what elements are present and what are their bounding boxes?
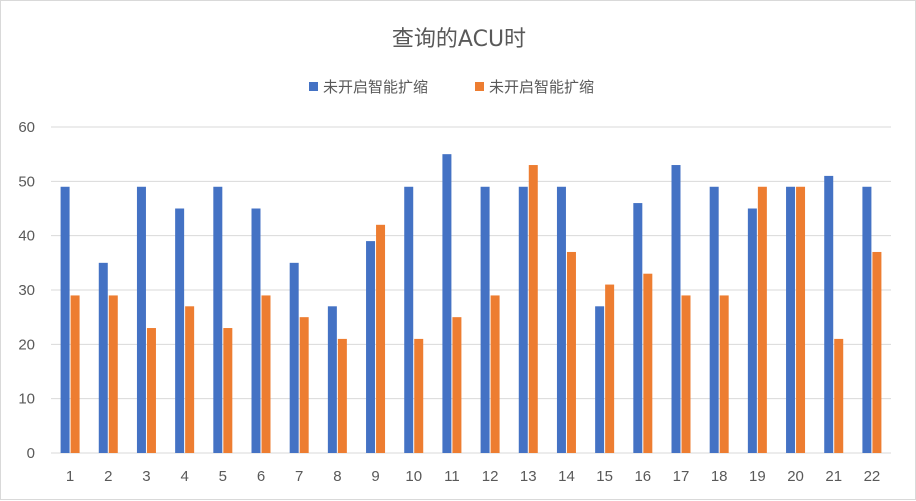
y-tick-label: 20 (18, 336, 35, 353)
legend: 未开启智能扩缩 未开启智能扩缩 (309, 78, 594, 96)
x-tick-label: 4 (180, 468, 188, 485)
bar-series-2-cat-7 (299, 317, 309, 453)
legend-swatch-series-2 (475, 82, 484, 91)
bar-series-2-cat-18 (719, 295, 729, 453)
x-tick-label: 3 (142, 468, 150, 485)
bar-series-1-cat-15 (595, 306, 605, 453)
bar-series-1-cat-22 (862, 186, 872, 453)
bar-series-1-cat-2 (98, 262, 108, 453)
x-tick-label: 13 (520, 468, 537, 485)
bar-series-2-cat-12 (490, 295, 500, 453)
bar-series-2-cat-22 (872, 251, 882, 453)
y-tick-label: 0 (27, 445, 35, 462)
bar-series-1-cat-18 (709, 186, 719, 453)
x-tick-label: 21 (825, 468, 842, 485)
bar-series-2-cat-17 (681, 295, 691, 453)
x-tick-label: 16 (634, 468, 651, 485)
bar-series-1-cat-3 (136, 186, 146, 453)
x-tick-label: 5 (219, 468, 227, 485)
bar-series-1-cat-6 (251, 208, 261, 453)
y-tick-label: 40 (18, 228, 35, 245)
bar-series-1-cat-13 (518, 186, 528, 453)
x-tick-label: 19 (749, 468, 766, 485)
bar-series-2-cat-20 (796, 186, 806, 453)
bar-series-1-cat-8 (327, 306, 337, 453)
bar-series-1-cat-20 (786, 186, 796, 453)
x-tick-label: 1 (66, 468, 74, 485)
bar-series-2-cat-6 (261, 295, 271, 453)
bar-series-1-cat-11 (442, 154, 452, 453)
bar-series-1-cat-9 (366, 241, 376, 453)
x-tick-label: 7 (295, 468, 303, 485)
bar-series-1-cat-12 (480, 186, 490, 453)
x-tick-label: 15 (596, 468, 613, 485)
bar-series-1-cat-21 (824, 175, 834, 453)
bar-series-2-cat-19 (757, 186, 767, 453)
legend-swatch-series-1 (309, 82, 318, 91)
x-axis-ticks: 1 2 3 4 5 6 7 8 9 10 11 12 13 14 15 16 17 18 19 20 21 22 (66, 468, 880, 485)
bar-series-2-cat-13 (528, 165, 538, 454)
y-tick-label: 50 (18, 173, 35, 190)
bar-series-2-cat-2 (108, 295, 118, 453)
bar-series-2-cat-16 (643, 273, 653, 453)
bar-series-1-cat-16 (633, 203, 643, 453)
bar-series-2-cat-15 (605, 284, 615, 453)
x-tick-label: 14 (558, 468, 575, 485)
bars (60, 154, 882, 454)
bar-series-2-cat-3 (146, 328, 156, 453)
bar-series-1-cat-19 (747, 208, 757, 453)
x-tick-label: 10 (405, 468, 422, 485)
bar-series-1-cat-7 (289, 262, 299, 453)
y-axis-ticks: 0 10 20 30 40 50 60 (18, 119, 35, 462)
bar-series-1-cat-17 (671, 165, 681, 454)
y-tick-label: 60 (18, 119, 35, 136)
bar-series-2-cat-21 (834, 338, 844, 453)
x-tick-label: 20 (787, 468, 804, 485)
legend-label-series-1: 未开启智能扩缩 (323, 78, 428, 96)
bar-series-2-cat-14 (566, 251, 576, 453)
bar-series-2-cat-8 (337, 338, 347, 453)
x-tick-label: 8 (333, 468, 341, 485)
bar-series-2-cat-10 (414, 338, 424, 453)
bar-series-2-cat-11 (452, 317, 462, 453)
x-tick-label: 6 (257, 468, 265, 485)
y-tick-label: 30 (18, 282, 35, 299)
bar-series-1-cat-10 (404, 186, 414, 453)
x-tick-label: 22 (864, 468, 881, 485)
bar-series-1-cat-4 (175, 208, 185, 453)
y-tick-label: 10 (18, 391, 35, 408)
bar-series-2-cat-5 (223, 328, 233, 453)
x-tick-label: 17 (673, 468, 690, 485)
bar-series-2-cat-1 (70, 295, 80, 453)
chart-title: 查询的ACU时 (392, 27, 526, 52)
bar-series-2-cat-4 (185, 306, 195, 453)
bar-series-2-cat-9 (376, 224, 386, 453)
x-tick-label: 18 (711, 468, 728, 485)
legend-label-series-2: 未开启智能扩缩 (489, 78, 594, 96)
bar-series-1-cat-1 (60, 186, 70, 453)
x-tick-label: 12 (482, 468, 499, 485)
bar-series-1-cat-14 (556, 186, 566, 453)
x-tick-label: 9 (371, 468, 379, 485)
x-tick-label: 2 (104, 468, 112, 485)
bar-series-1-cat-5 (213, 186, 223, 453)
x-tick-label: 11 (444, 468, 460, 485)
